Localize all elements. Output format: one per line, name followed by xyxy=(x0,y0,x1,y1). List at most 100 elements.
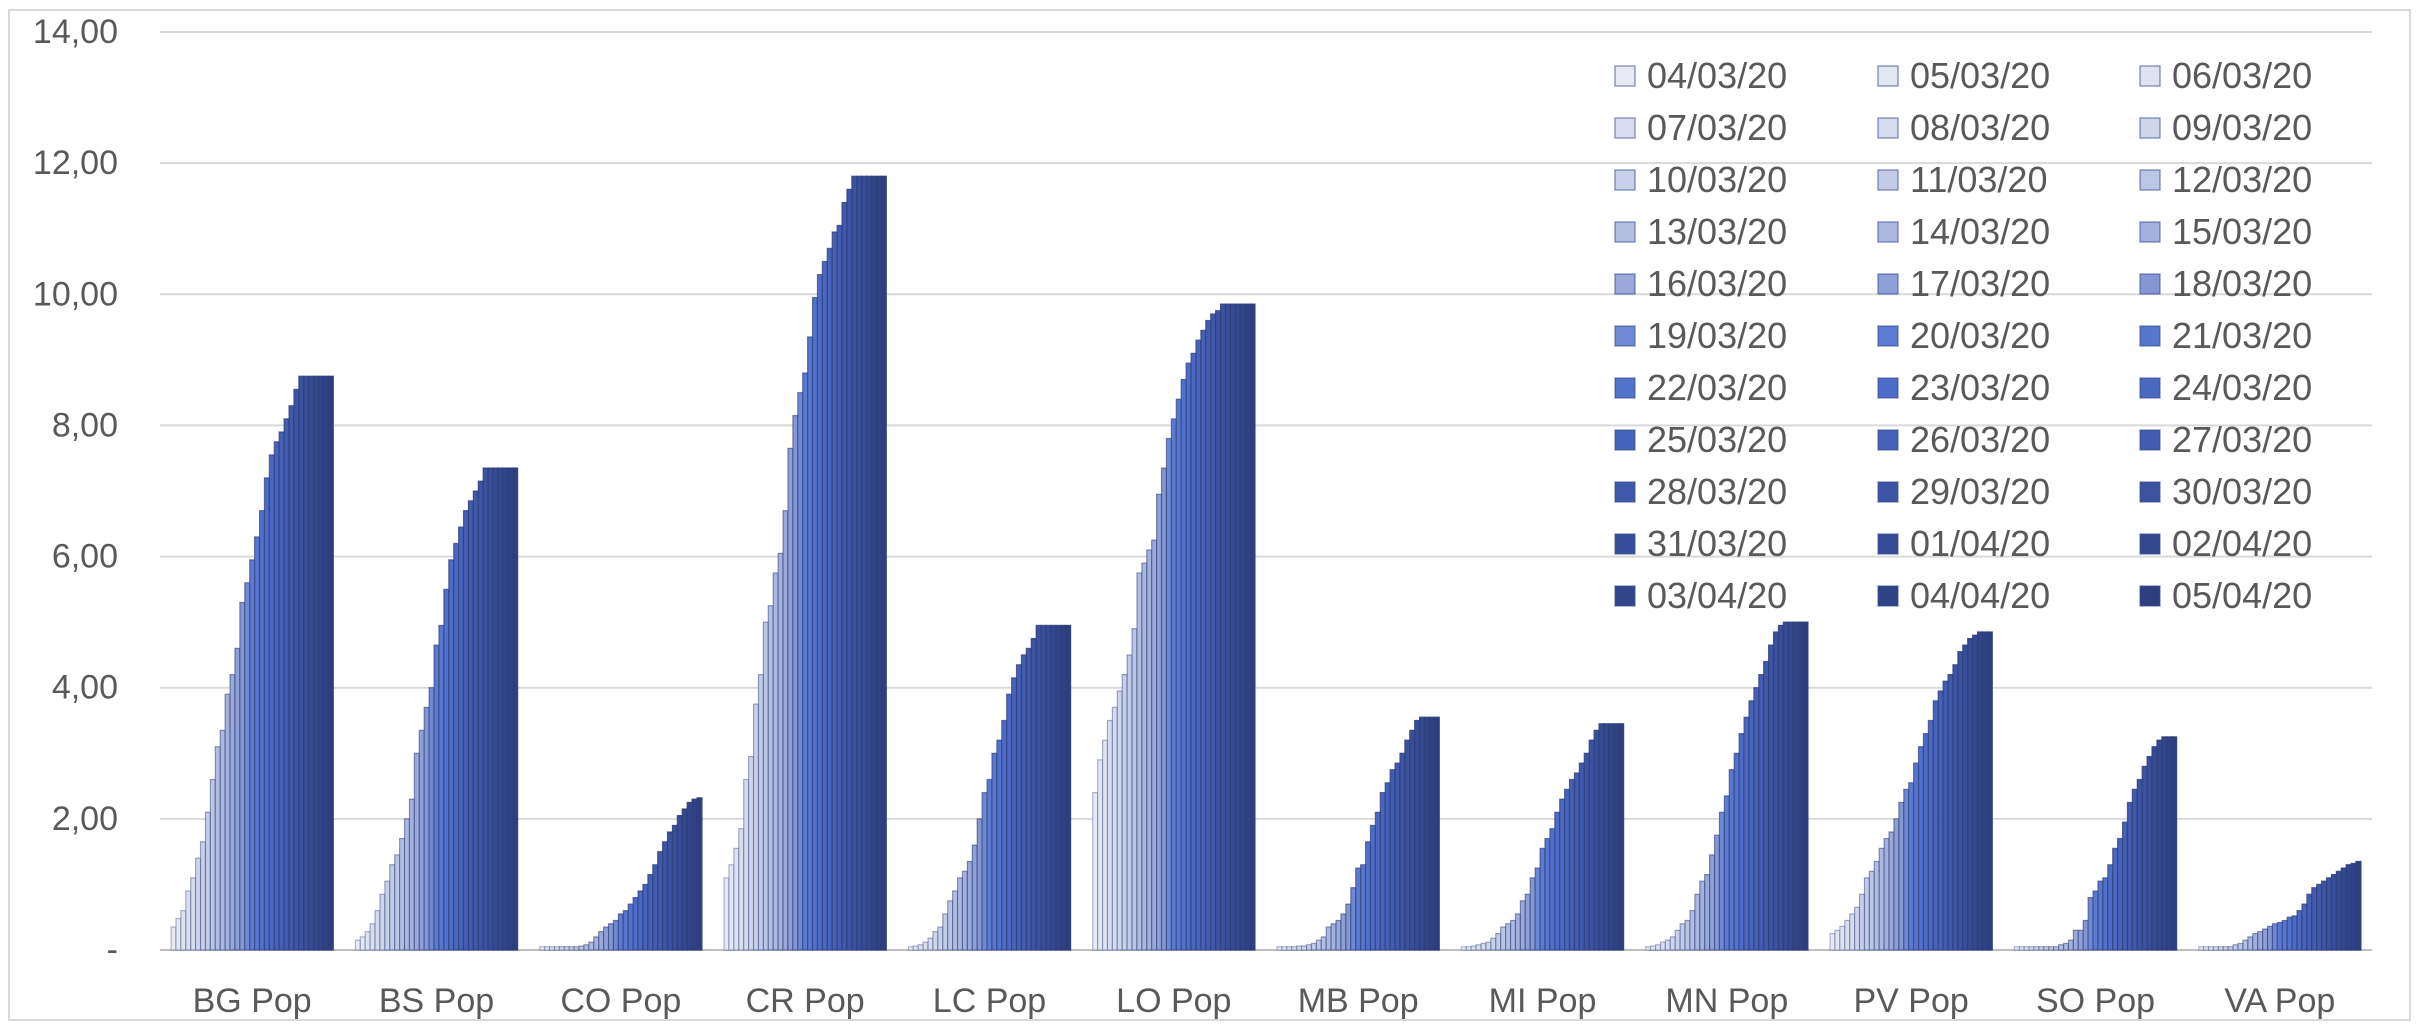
bar xyxy=(961,870,968,951)
category-group xyxy=(907,624,1072,951)
bar xyxy=(1340,913,1347,951)
legend-swatch xyxy=(1614,325,1636,347)
legend-item: 22/03/20 xyxy=(1614,367,1787,408)
bar xyxy=(273,441,280,951)
legend-swatch xyxy=(1877,533,1899,555)
bar xyxy=(676,814,683,951)
bar xyxy=(219,729,226,951)
bar xyxy=(1947,673,1954,951)
bar xyxy=(1200,329,1207,951)
bar xyxy=(1738,733,1745,951)
bar xyxy=(467,500,474,951)
legend-swatch xyxy=(1877,273,1899,295)
legend-item: 16/03/20 xyxy=(1614,263,1787,304)
legend-swatch xyxy=(2139,429,2161,451)
bar xyxy=(1097,759,1104,951)
x-tick-label: MI Pop xyxy=(1489,982,1597,1020)
legend-swatch xyxy=(2139,481,2161,503)
bar xyxy=(1728,769,1735,951)
legend-item: 21/03/20 xyxy=(2139,315,2312,356)
bar xyxy=(1986,631,1993,951)
bar xyxy=(1330,923,1337,951)
bar xyxy=(487,467,494,951)
bar xyxy=(1296,945,1303,951)
bar xyxy=(2146,755,2153,951)
bar xyxy=(1718,811,1725,951)
bar xyxy=(1733,752,1740,951)
legend-item: 15/03/20 xyxy=(2139,211,2312,252)
bar xyxy=(2281,919,2288,951)
legend-item: 03/04/20 xyxy=(1614,575,1787,616)
bar xyxy=(170,926,177,951)
category-group xyxy=(354,467,519,951)
bar xyxy=(1753,687,1760,951)
bar xyxy=(175,917,182,951)
bar xyxy=(1350,887,1357,951)
bar xyxy=(1116,690,1123,951)
bar xyxy=(249,559,256,951)
legend-item: 07/03/20 xyxy=(1614,107,1787,148)
bar xyxy=(1160,467,1168,951)
legend-label: 25/03/20 xyxy=(1647,419,1787,460)
bar xyxy=(2325,877,2333,951)
bar xyxy=(458,526,465,951)
bar xyxy=(224,693,231,951)
bar xyxy=(1101,739,1109,951)
bar xyxy=(866,175,873,951)
bar xyxy=(2306,893,2313,951)
bar xyxy=(1709,854,1716,951)
legend-swatch xyxy=(1614,429,1636,451)
bar xyxy=(686,801,693,951)
bar xyxy=(627,903,634,951)
bar xyxy=(512,467,519,951)
bar xyxy=(1224,303,1231,951)
bar xyxy=(1549,828,1556,951)
bar xyxy=(583,944,590,951)
bar xyxy=(1234,303,1241,951)
legend-swatch xyxy=(2139,65,2161,87)
bar xyxy=(1374,811,1381,951)
legend-label: 17/03/20 xyxy=(1910,263,2050,304)
bar xyxy=(1490,937,1497,951)
bar xyxy=(298,375,305,951)
bar xyxy=(1723,795,1730,951)
legend-label: 13/03/20 xyxy=(1647,211,1787,252)
bar xyxy=(2107,864,2114,951)
legend-swatch xyxy=(1614,377,1636,399)
legend-swatch xyxy=(1877,221,1899,243)
bar xyxy=(1573,772,1580,951)
bar xyxy=(861,175,868,951)
bar xyxy=(1423,716,1431,951)
legend-swatch xyxy=(2139,533,2161,555)
bar xyxy=(185,890,192,951)
legend-swatch xyxy=(1614,65,1636,87)
bar xyxy=(1055,624,1062,951)
bar xyxy=(1239,303,1246,951)
x-tick-label: VA Pop xyxy=(2224,982,2335,1020)
bar xyxy=(2212,946,2219,951)
bar xyxy=(1111,706,1118,951)
x-tick-label: MN Pop xyxy=(1665,982,1788,1020)
bar xyxy=(1325,926,1332,951)
bar xyxy=(1957,651,1964,951)
bar xyxy=(2097,880,2104,951)
bar xyxy=(313,375,320,951)
legend-swatch xyxy=(1614,273,1636,295)
bar xyxy=(826,247,833,951)
legend-item: 18/03/20 xyxy=(2139,263,2312,304)
bar xyxy=(2237,942,2244,951)
x-tick-label: LC Pop xyxy=(933,982,1046,1020)
bar xyxy=(976,818,983,951)
bar xyxy=(418,729,425,951)
bar xyxy=(413,752,420,951)
bar xyxy=(1215,310,1222,951)
bar xyxy=(821,260,828,951)
bar xyxy=(229,673,236,951)
category-group xyxy=(2013,736,2178,951)
bar xyxy=(1893,818,1900,951)
legend-label: 14/03/20 xyxy=(1910,211,2050,252)
legend-label: 29/03/20 xyxy=(1910,471,2050,512)
bar xyxy=(293,388,300,951)
legend-item: 14/03/20 xyxy=(1877,211,2050,252)
bar xyxy=(2296,910,2303,951)
